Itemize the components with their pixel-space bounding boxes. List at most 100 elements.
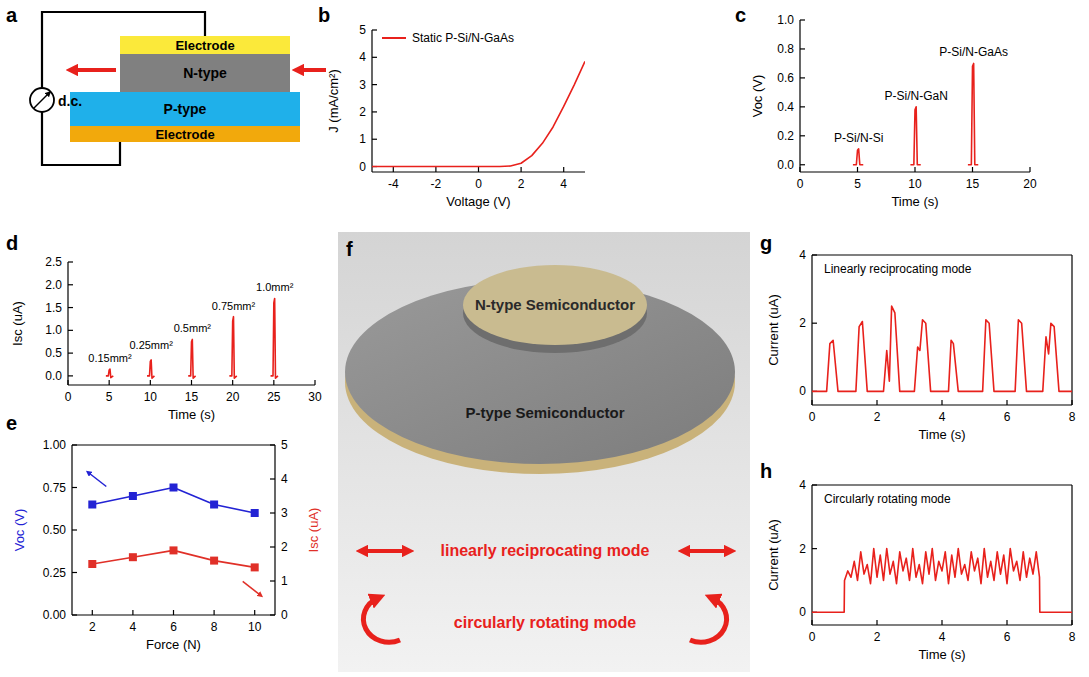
x-tick (191, 380, 192, 385)
y2-tick (270, 614, 275, 615)
x-tick (132, 610, 133, 615)
y-tick-label: 1.5 (45, 301, 62, 315)
x-tick-label: 8 (211, 620, 218, 634)
y2-tick (270, 580, 275, 581)
y-tick (72, 487, 77, 488)
force-arrow (298, 68, 326, 72)
y-tick-label: 2.0 (45, 278, 62, 292)
x-tick-label: 5 (854, 177, 861, 191)
y-tick-label: 0.0 (777, 158, 794, 172)
annotation: 0.25mm² (129, 339, 173, 351)
y-tick-label: 0 (799, 384, 806, 398)
y-tick (372, 139, 377, 140)
x-tick-label: 0 (797, 177, 804, 191)
x-tick-label: 25 (267, 390, 281, 404)
layer-label: N-type (183, 65, 227, 81)
y-tick-label: 0.0 (45, 369, 62, 383)
x-tick-label: 0 (809, 630, 816, 644)
x-tick-label: 0 (475, 177, 482, 191)
chart-title: Circularly rotating mode (824, 492, 951, 506)
panel-letter: d (6, 232, 18, 254)
x-tick (799, 167, 800, 172)
p-layer (70, 92, 300, 126)
n-type-label: N-type Semiconductor (475, 296, 635, 313)
x-tick (173, 610, 174, 615)
layer-label: Electrode (175, 38, 234, 53)
y-axis (371, 30, 372, 172)
frame-top (72, 444, 275, 445)
y-axis-title: Voc (V) (12, 509, 27, 552)
y-tick (812, 323, 817, 324)
x-tick-label: 2 (89, 620, 96, 634)
data-marker (251, 563, 259, 571)
legend-label: Static P-Si/N-GaAs (412, 31, 514, 45)
double-arrow (362, 549, 408, 553)
x-tick-label: 6 (1004, 630, 1011, 644)
p-type-label: P-type Semiconductor (465, 404, 624, 421)
y-tick-label: 0 (359, 160, 366, 174)
bottom-electrode (70, 126, 300, 142)
x-tick (393, 167, 394, 172)
y-tick (800, 77, 805, 78)
x-axis-title: Force (N) (146, 637, 201, 652)
double-arrow (684, 549, 730, 553)
y-tick-label: 0.4 (777, 100, 794, 114)
y2-tick-label: 2 (281, 540, 288, 554)
x-tick-label: 0 (65, 390, 72, 404)
frame-right (1071, 255, 1072, 405)
x-tick-label: -2 (431, 177, 442, 191)
x-tick (150, 380, 151, 385)
x-tick (941, 400, 942, 405)
legend-swatch (382, 37, 406, 39)
curved-arrow (690, 598, 727, 642)
frame-top (812, 484, 1072, 485)
data-marker (88, 560, 96, 568)
y-axis (811, 255, 812, 405)
legend: Static P-Si/N-GaAs (382, 31, 514, 45)
x-tick-label: 20 (1023, 177, 1037, 191)
y-tick (800, 135, 805, 136)
p-disk (345, 280, 735, 464)
annotation: 0.5mm² (174, 322, 212, 334)
x-tick (941, 620, 942, 625)
data-marker (129, 553, 137, 561)
y-tick-label: 2 (799, 316, 806, 330)
n-disk (463, 265, 647, 345)
x-tick (520, 167, 521, 172)
x-tick-label: 8 (1069, 630, 1076, 644)
y-axis-title: Voc (V) (750, 75, 765, 118)
x-tick-label: 15 (966, 177, 980, 191)
y-tick-label: 1.00 (43, 438, 67, 452)
y-tick (68, 307, 73, 308)
x-tick-label: 10 (144, 390, 158, 404)
y2-tick-label: 5 (281, 438, 288, 452)
x-axis-title: Time (s) (918, 647, 965, 662)
chart-panel: -4-2024012345Static P-Si/N-GaAsVoltage (… (326, 23, 585, 209)
y-tick-label: 2 (359, 105, 366, 119)
y2-tick (270, 546, 275, 547)
y-tick (68, 284, 73, 285)
curved-arrow (363, 598, 400, 642)
y2-axis-title: Isc (uA) (306, 508, 321, 553)
x-tick-label: -4 (388, 177, 399, 191)
y-tick (372, 84, 377, 85)
mode-label: linearly reciprocating mode (441, 542, 650, 559)
x-tick (811, 400, 812, 405)
x-tick (563, 167, 564, 172)
x-tick-label: 10 (248, 620, 262, 634)
layer-label: Electrode (155, 127, 214, 142)
plot-area (812, 549, 1072, 613)
x-axis-title: Time (s) (168, 407, 215, 422)
x-tick (876, 620, 877, 625)
y-tick (372, 29, 377, 30)
axis-pointer (243, 581, 261, 595)
panel-letter: g (760, 232, 772, 254)
y-axis (811, 485, 812, 625)
y-axis (799, 20, 800, 172)
panel-letter: e (6, 412, 17, 434)
x-tick (214, 610, 215, 615)
plot-area (88, 484, 258, 572)
x-axis-title: Voltage (V) (446, 194, 510, 209)
y-tick-label: 4 (799, 248, 806, 262)
y-tick-label: 4 (799, 478, 806, 492)
